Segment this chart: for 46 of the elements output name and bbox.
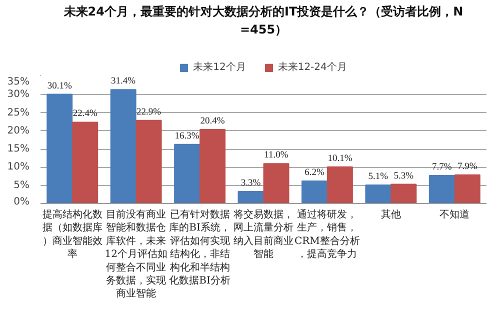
data-label: 30.1%: [47, 81, 72, 92]
bar: [72, 122, 98, 204]
x-tick-label: 通过将研发，生产，销售，CRM整合分析，提高竞争力: [294, 208, 360, 260]
y-tick-label: 20%: [7, 125, 30, 136]
bar: [110, 89, 136, 204]
bar: [174, 144, 200, 204]
bar: [46, 94, 73, 204]
data-label: 22.4%: [72, 109, 98, 120]
x-tick-label: 将交易数据，网上流量分析纳入目前商业智能: [232, 208, 294, 260]
x-tick-label: 提高结构化数据（如数据库）商业智能效率: [42, 208, 102, 260]
data-label: 16.3%: [174, 131, 200, 142]
data-label: 7.9%: [457, 162, 478, 172]
data-label: 31.4%: [111, 76, 136, 87]
x-tick-label: 已有针对数据库的BI系统，评估如何实现结构化，非结构化和半结构化数据BI分析: [168, 208, 230, 286]
bar: [200, 128, 226, 204]
bar: [365, 184, 392, 204]
bar: [301, 180, 328, 204]
y-tick-label: 15%: [7, 144, 30, 155]
data-label: 10.1%: [328, 154, 352, 164]
data-label: 3.3%: [240, 178, 261, 189]
x-tick-label: 不知道: [440, 208, 470, 220]
x-tick-label: 其他: [380, 208, 401, 220]
y-tick-label: 35%: [7, 76, 30, 88]
y-tick-label: 25%: [7, 107, 30, 118]
bar: [136, 120, 162, 204]
data-label: 20.4%: [200, 116, 225, 126]
data-label: 11.0%: [264, 150, 288, 161]
y-tick-label: 0%: [14, 196, 30, 208]
bar: [263, 163, 290, 204]
data-label: 6.2%: [304, 168, 324, 178]
y-tick-label: 30%: [7, 89, 30, 100]
data-label: 7.7%: [432, 162, 452, 173]
x-tick-label: 目前没有商业智能和数据仓库软件，未来12个月评估如何整合不同业务数据，实现商业智能: [104, 208, 168, 300]
y-tick-label: 5%: [14, 180, 30, 191]
data-label: 5.3%: [394, 171, 414, 182]
bar: [238, 191, 264, 204]
bar: [326, 166, 353, 204]
chart-title: 未来24个月，最重要的针对大数据分析的IT投资是什么？（受访者比例，N=455）: [62, 4, 464, 37]
bar: [454, 174, 480, 204]
bar: [428, 175, 455, 204]
legend-label: 未来12个月: [193, 60, 246, 74]
legend-label: 未来12-24个月: [278, 60, 347, 74]
y-tick-label: 10%: [7, 162, 30, 173]
bar: [390, 184, 417, 204]
data-label: 5.1%: [368, 172, 388, 182]
data-label: 22.9%: [136, 107, 162, 118]
